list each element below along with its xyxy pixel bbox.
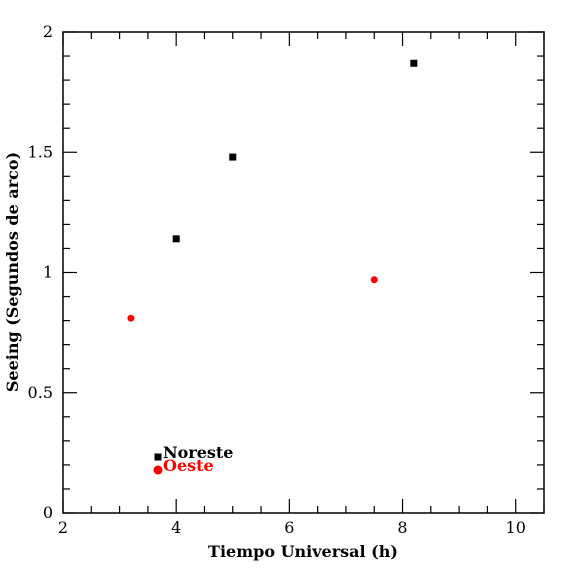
data-point-noreste xyxy=(410,59,418,67)
data-points xyxy=(127,59,418,322)
tick-labels: 2 4 6 8 10 0 0.5 1 1.5 2 xyxy=(28,22,526,537)
y-tick-label: 0 xyxy=(43,503,53,522)
y-axis-label: Seeing (Segundos de arco) xyxy=(3,152,22,392)
legend-label-noreste: Noreste xyxy=(163,443,233,462)
data-point-oeste xyxy=(370,276,378,284)
axis-ticks xyxy=(62,31,545,514)
data-point-oeste xyxy=(127,314,135,322)
y-tick-label: 1 xyxy=(43,263,53,282)
data-point-noreste xyxy=(229,153,237,161)
y-tick-label: 1.5 xyxy=(28,142,53,161)
x-tick-label: 4 xyxy=(171,518,181,537)
x-tick-label: 6 xyxy=(284,518,294,537)
legend-marker-oeste xyxy=(153,465,163,475)
x-axis-label: Tiempo Universal (h) xyxy=(208,542,398,561)
x-tick-label: 8 xyxy=(397,518,407,537)
y-tick-label: 2 xyxy=(43,22,53,41)
legend-marker-noreste xyxy=(154,453,162,461)
plot-frame xyxy=(62,31,545,514)
y-tick-label: 0.5 xyxy=(28,383,53,402)
data-point-noreste xyxy=(172,235,180,243)
x-tick-label: 10 xyxy=(506,518,526,537)
legend-label-oeste: Oeste xyxy=(163,456,214,475)
x-tick-label: 2 xyxy=(58,518,68,537)
